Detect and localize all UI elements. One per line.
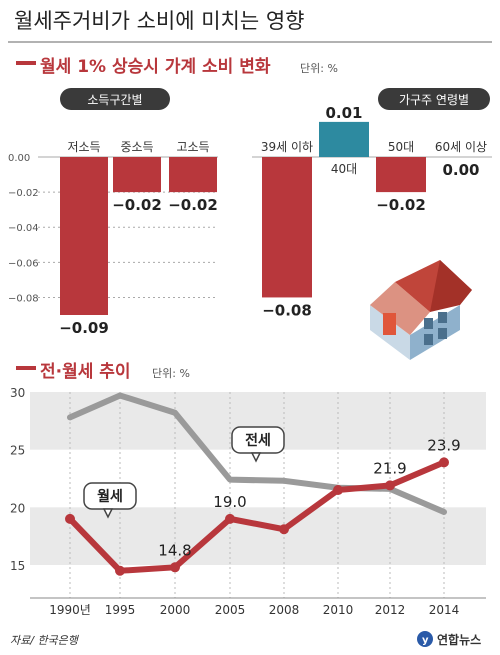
- series-point: [170, 562, 180, 573]
- bar-ytick-label: −0.08: [8, 293, 39, 304]
- series-callout-tail: [102, 508, 114, 519]
- series-line-1: [67, 459, 447, 574]
- line-chart-title: 전·월세 추이: [40, 362, 131, 382]
- series-callout-tail: [250, 452, 262, 463]
- line-ytick-label: 25: [10, 444, 25, 458]
- bar-value-label: −0.08: [262, 301, 312, 319]
- main-title: 월세주거비가 소비에 미치는 영향: [14, 9, 305, 33]
- house-illustration: [370, 260, 472, 360]
- age-panel-label: 가구주 연령별: [399, 93, 469, 107]
- bar: [60, 157, 108, 315]
- bar-value-label: −0.02: [376, 196, 426, 214]
- line-ytick-label: 15: [10, 559, 25, 573]
- line-data-label: 14.8: [158, 541, 191, 559]
- income-panel-pill: [60, 88, 170, 110]
- bar-value-label: −0.09: [59, 319, 109, 337]
- bar: [319, 121, 369, 157]
- line-xtick-label: 2008: [269, 603, 300, 617]
- bar-chart-title: 월세 1% 상승시 가계 소비 변화: [40, 57, 271, 77]
- series-point: [115, 565, 125, 576]
- bar-category-label: 50대: [388, 140, 414, 154]
- brand-logo-mark: y: [422, 635, 429, 646]
- bar-category-label: 60세 이상: [435, 140, 487, 154]
- bar: [262, 157, 312, 298]
- line-data-label: 19.0: [213, 493, 246, 511]
- plot-band: [30, 507, 486, 565]
- section1-accent: [16, 61, 36, 65]
- series-point: [385, 480, 395, 491]
- brand-name: 연합뉴스: [437, 632, 481, 647]
- bar-value-label: −0.02: [112, 196, 162, 214]
- series-point: [225, 513, 235, 524]
- line-chart-unit: 단위: %: [152, 367, 190, 380]
- series-name-label: 월세: [97, 488, 123, 505]
- line-xtick-label: 2010: [323, 603, 354, 617]
- bar-value-label: 0.00: [442, 161, 479, 179]
- bar: [113, 157, 161, 193]
- bar-chart: 0.00 −0.02 −0.04 −0.06 −0.08 저소득 −0.09 중소득 −0.02…: [8, 104, 492, 337]
- line-data-label: 21.9: [373, 459, 406, 477]
- bar-chart-unit: 단위: %: [300, 62, 338, 75]
- bar-ytick-label: 0.00: [8, 153, 30, 164]
- bar-value-label: 0.01: [325, 104, 362, 122]
- bar-category-label: 중소득: [120, 140, 153, 154]
- line-ytick-label: 20: [10, 501, 25, 515]
- line-ytick-label: 30: [10, 386, 25, 400]
- line-xtick-label: 2005: [215, 603, 246, 617]
- bar-category-label: 39세 이하: [261, 140, 313, 154]
- source-text: 자료/ 한국은행: [10, 634, 80, 647]
- bar-ytick-label: −0.06: [8, 258, 39, 269]
- bar-category-label: 고소득: [176, 140, 209, 154]
- bar-category-label: 저소득: [67, 140, 100, 154]
- series-point: [439, 457, 449, 468]
- line-chart: 30 25 20 15 1990년 1995 2000 2005 2008 2010 2012 201…: [10, 386, 486, 617]
- bar: [376, 157, 426, 193]
- bar-ytick-label: −0.02: [8, 188, 39, 199]
- bar: [169, 157, 217, 193]
- line-xtick-label: 2014: [429, 603, 460, 617]
- age-panel-pill: [378, 88, 490, 110]
- line-xtick-label: 2000: [160, 603, 191, 617]
- series-point: [333, 485, 343, 496]
- bar-ytick-label: −0.04: [8, 223, 39, 234]
- series-name-label: 전세: [245, 432, 271, 449]
- line-xtick-label: 1990년: [49, 603, 91, 617]
- bar-value-label: −0.02: [168, 196, 218, 214]
- series-point: [279, 524, 289, 535]
- series-point: [65, 513, 75, 524]
- income-panel-label: 소득구간별: [87, 93, 142, 107]
- line-xtick-label: 2012: [375, 603, 406, 617]
- line-data-label: 23.9: [427, 436, 460, 454]
- section2-accent: [16, 366, 36, 370]
- brand-logo: [417, 631, 433, 647]
- bar-category-label: 40대: [331, 162, 357, 176]
- line-xtick-label: 1995: [105, 603, 136, 617]
